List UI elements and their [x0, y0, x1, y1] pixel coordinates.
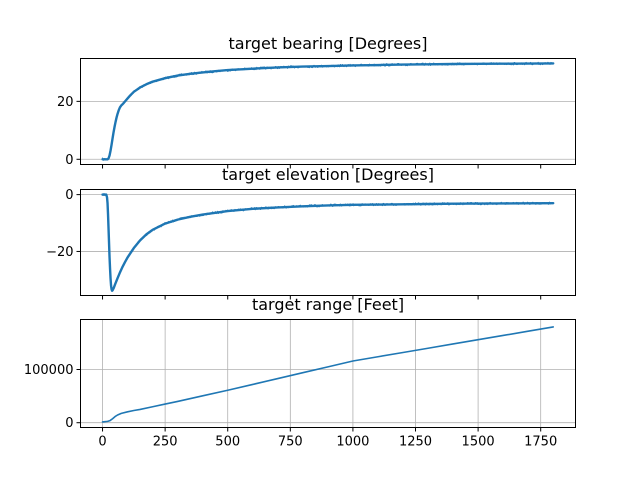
y-tick-label: −20 [46, 245, 73, 260]
subplot-title: target elevation [Degrees] [222, 165, 434, 184]
x-tick-label: 0 [98, 435, 106, 450]
x-tick-label: 1500 [462, 435, 495, 450]
x-tick-label: 1750 [524, 435, 557, 450]
x-tick-label: 1000 [336, 435, 369, 450]
series-line [101, 193, 555, 292]
y-tick-label: 20 [57, 95, 74, 110]
y-tick-label: 0 [65, 153, 73, 168]
y-tick-label: 0 [65, 188, 73, 203]
range-subplot: target range [Feet] 0 100000 0 250 500 750 100… [24, 295, 576, 450]
subplot-title: target bearing [Degrees] [229, 34, 428, 53]
series-noise [102, 193, 554, 292]
elevation-subplot: target elevation [Degrees] 0 −20 [46, 165, 576, 300]
x-tick-label: 1250 [399, 435, 432, 450]
axes-frame [80, 58, 576, 165]
x-tick-label: 500 [215, 435, 240, 450]
subplot-title: target range [Feet] [252, 295, 404, 314]
series-line [101, 326, 555, 423]
x-tick-label: 750 [278, 435, 303, 450]
series-noise [102, 61, 554, 161]
y-tick-label: 0 [65, 416, 73, 431]
x-tick-label: 250 [153, 435, 178, 450]
y-tick-label: 100000 [24, 363, 74, 378]
axes-frame [80, 319, 576, 428]
axes-frame [80, 189, 576, 296]
bearing-subplot: target bearing [Degrees] 0 20 [57, 34, 576, 169]
